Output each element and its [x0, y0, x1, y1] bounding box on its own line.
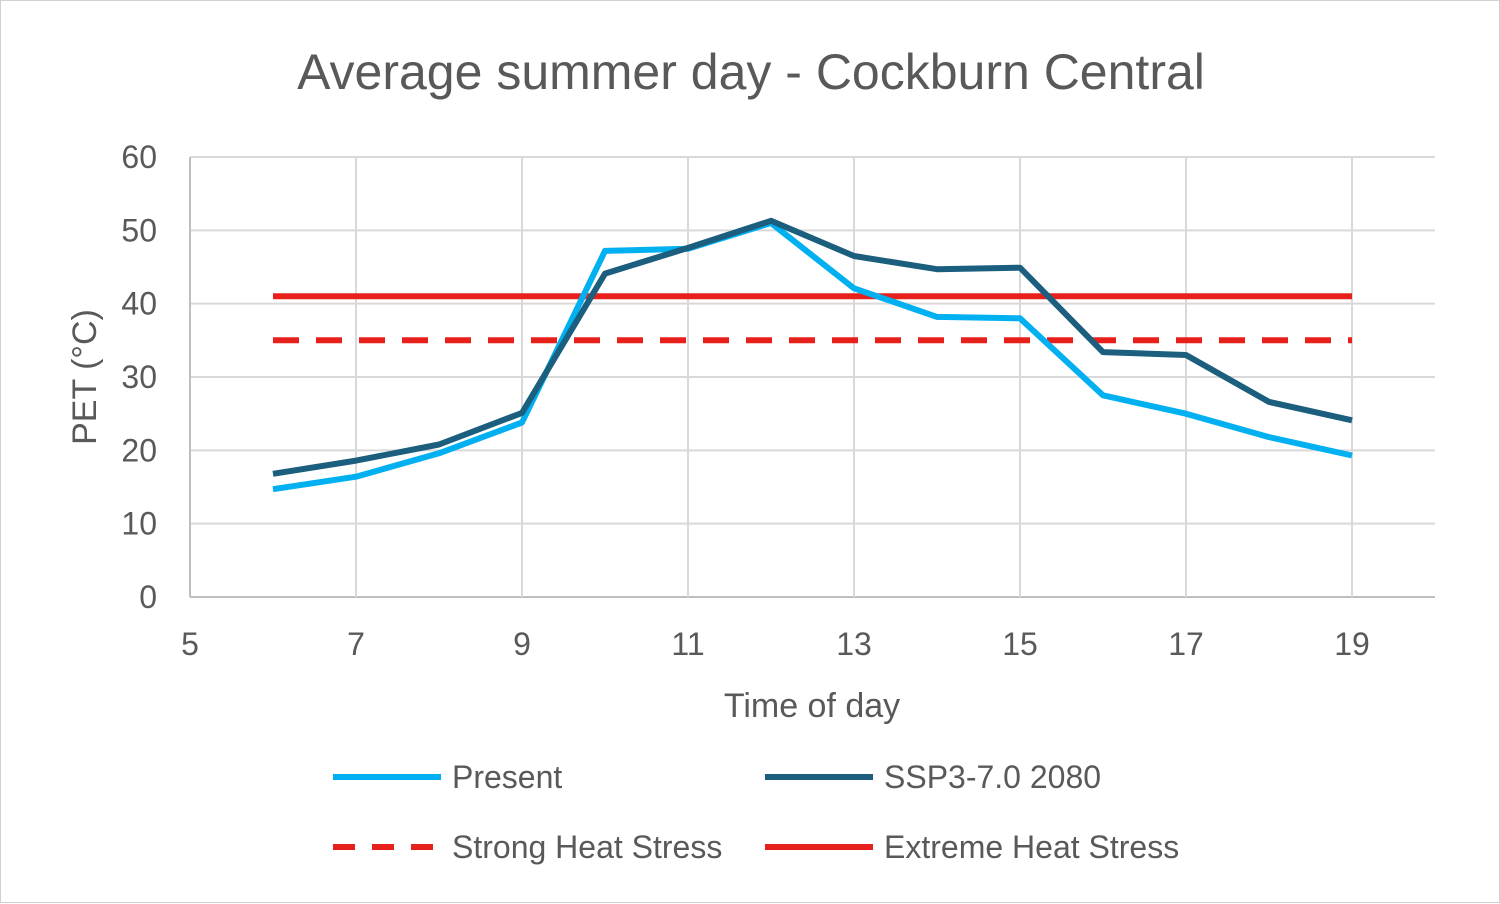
y-tick-label: 0	[139, 579, 157, 615]
legend-item: Present	[333, 759, 562, 795]
x-tick-label: 11	[671, 626, 704, 662]
x-tick-label: 9	[513, 626, 531, 662]
legend-label: Present	[452, 759, 562, 795]
legend-item: Strong Heat Stress	[333, 829, 722, 865]
x-tick-label: 13	[836, 626, 872, 662]
x-tick-labels: 5 7 9 11 13 15 17 19	[181, 626, 1370, 662]
y-tick-label: 10	[121, 506, 157, 542]
series-line-present	[272, 220, 1353, 493]
grid	[189, 156, 1435, 598]
series-lines	[272, 217, 1353, 493]
x-axis-title: Time of day	[724, 687, 900, 725]
x-tick-label: 19	[1334, 626, 1370, 662]
y-tick-label: 30	[121, 359, 157, 395]
y-tick-label: 40	[121, 286, 157, 322]
legend: Present SSP3-7.0 2080 Strong Heat Stress Ex…	[333, 759, 1179, 865]
x-tick-label: 15	[1002, 626, 1038, 662]
legend-label: SSP3-7.0 2080	[884, 759, 1101, 795]
y-tick-label: 50	[121, 212, 157, 248]
y-tick-label: 60	[121, 139, 157, 175]
legend-item: Extreme Heat Stress	[765, 829, 1179, 865]
y-tick-label: 20	[121, 432, 157, 468]
chart-title: Average summer day - Cockburn Central	[297, 44, 1205, 100]
y-axis-title: PET (°C)	[66, 309, 104, 445]
legend-label: Strong Heat Stress	[452, 829, 722, 865]
legend-label: Extreme Heat Stress	[884, 829, 1179, 865]
series-line-ssp3-7-0-2080	[272, 217, 1353, 477]
x-tick-label: 5	[181, 626, 199, 662]
y-tick-labels: 0 10 20 30 40 50 60	[121, 139, 157, 615]
x-tick-label: 17	[1168, 626, 1204, 662]
legend-item: SSP3-7.0 2080	[765, 759, 1101, 795]
x-tick-label: 7	[347, 626, 365, 662]
